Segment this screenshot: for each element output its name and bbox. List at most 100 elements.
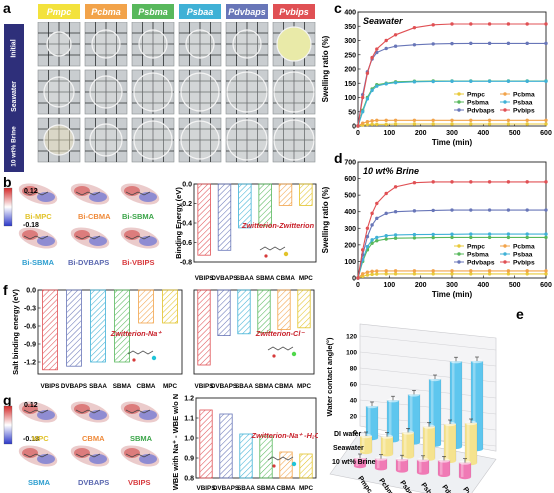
legend-label: Pmpc [467,243,485,250]
legend-swatch-dot [503,252,507,256]
x-category-label: CBMA [275,383,294,390]
photo-cell [84,69,128,115]
data-point [506,272,511,276]
chart-title: Seawater [363,16,403,26]
legend-label: Pvbips [513,107,535,114]
y-tick-label: 100 [346,350,357,357]
hydrogel-disc [89,123,123,157]
hydrogel-disc [46,31,72,57]
data-point [506,122,511,126]
molecule-skeleton [125,191,151,196]
y-tick-label: 1.2 [184,396,194,403]
series-label: 10 wt% Brine [332,459,376,466]
x-category-label: DVBAPS [211,383,237,390]
data-point [544,269,548,273]
row-label-initial: Initial [4,26,24,70]
panel-letter-f: f [3,282,8,298]
bar [297,289,311,329]
data-point [525,235,529,240]
bar [237,289,251,335]
cylinder-highlight [452,361,455,447]
data-point [450,180,454,184]
data-point [370,122,374,126]
data-point [506,180,511,184]
hydrogel-disc [43,76,75,108]
x-axis-label: Time (min) [432,138,473,147]
data-point [365,226,370,230]
hydrogel-disc [138,29,168,59]
data-point [370,269,374,274]
data-point [361,110,365,114]
row-label-text: Seawater [10,80,18,112]
data-point [412,269,417,273]
sketch-bonds [127,350,154,355]
data-point [375,272,379,276]
data-point [393,44,398,48]
hydrogel-disc [226,71,268,113]
hydrogel-disc [276,26,312,62]
esp-molecule [120,445,160,467]
data-point [375,235,379,240]
esp-surface [120,227,160,249]
data-point [412,209,417,213]
bar [217,183,232,251]
x-category-label: DVBAPS [61,383,87,390]
legend-swatch-dot [457,92,461,96]
data-point [375,239,379,243]
hydrogel-disc [180,120,220,160]
photo-cell [178,69,222,115]
esp-molecule [18,401,58,423]
data-point [506,79,511,83]
y-axis-label: Binding Energy (eV) [174,187,183,259]
data-point [431,272,435,276]
hydrogel-disc [273,71,315,113]
data-point [375,47,379,51]
row-label-text: Initial [10,38,18,58]
bar [162,289,178,324]
esp-surface [120,183,160,205]
data-point [431,118,435,123]
molecule-skeleton [75,409,101,414]
x-category-label: SBMA [255,383,274,390]
x-category-label: SBAA [236,275,254,282]
y-tick-label: -0.6 [180,240,192,247]
esp-molecule [70,445,110,467]
data-point [544,22,548,26]
y-tick-label: 0.8 [184,476,194,483]
y-tick-label: 250 [344,52,356,59]
legend-swatch-dot [503,92,507,96]
panel-a: a Pmpc Pcbma Psbma Psbaa Pdvbaps Pvbips … [0,0,318,172]
data-point [487,22,492,26]
hydrogel-disc [226,119,268,161]
data-point [384,46,388,51]
molecule-skeleton [125,453,151,458]
data-point [506,22,511,26]
data-point [469,79,473,83]
bar [277,289,291,330]
x-category-label: MPC [299,275,313,282]
x-tick-label: 300 [446,130,458,137]
bar-cylinder [443,419,457,463]
sketch-bonds [267,346,294,351]
legend-swatch-dot [503,100,507,104]
hydrogel-disc [43,124,75,156]
structure-sketch [259,246,289,258]
panel-letter-g: g [3,392,12,408]
data-point [361,95,365,100]
data-point [506,232,511,236]
sketch-atom [272,354,276,358]
y-tick-label: -0.3 [24,306,36,313]
esp-molecules-g [3,401,160,467]
data-point [365,97,370,101]
x-tick-label: 200 [415,282,427,289]
data-point [487,41,492,46]
y-tick-label: 700 [344,160,356,167]
x-category-label: DVBAPS [211,275,237,282]
photo-cell [131,22,175,67]
bar [278,183,293,206]
bar [66,289,82,367]
photo-cell [84,22,128,67]
y-tick-label: -0.9 [24,342,36,349]
x-tick-label: 600 [540,282,552,289]
